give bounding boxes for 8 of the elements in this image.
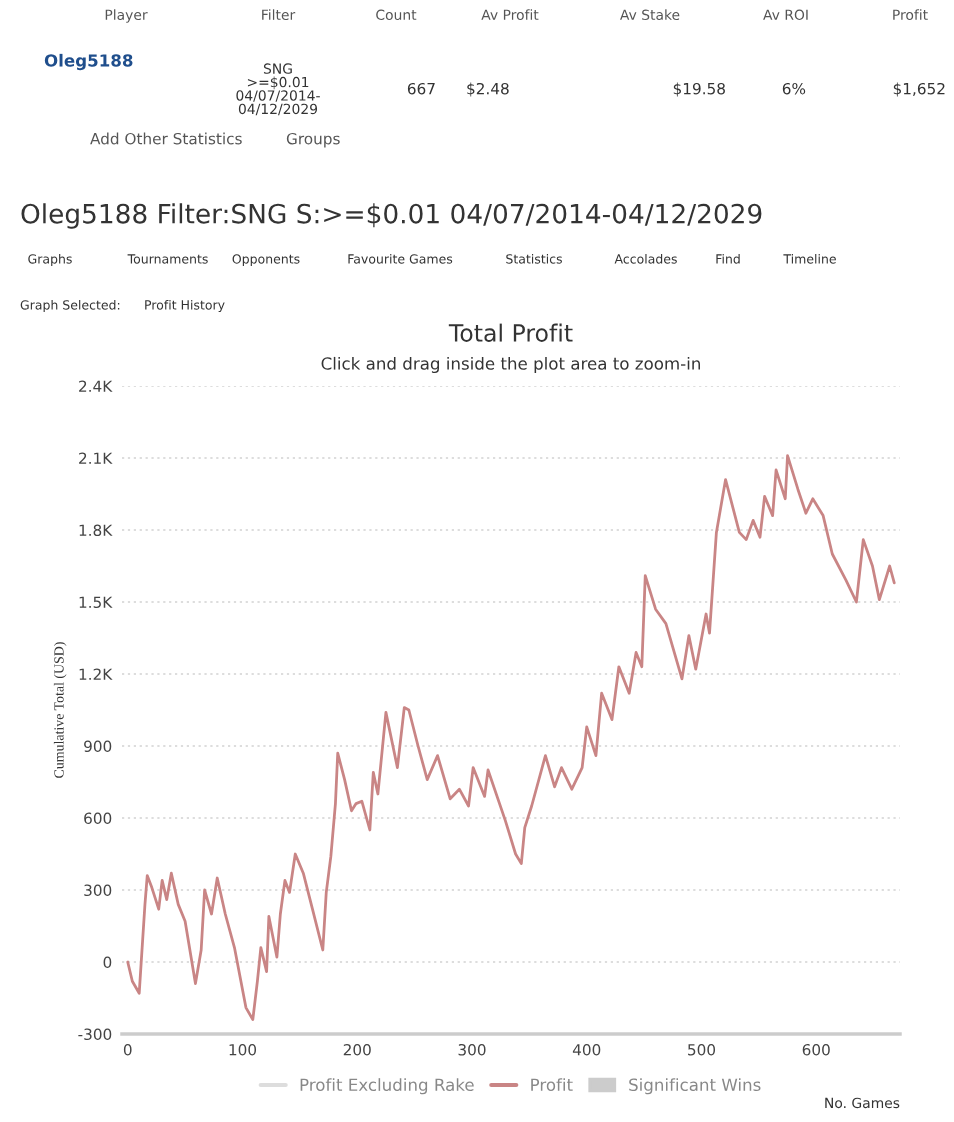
chart-title: Total Profit: [448, 323, 573, 342]
legend-label: Significant Wins: [629, 1078, 761, 1095]
chart-subtitle: Click and drag inside the plot area to zoom-in: [321, 356, 700, 374]
legend-label: Profit Excluding Rake: [300, 1078, 474, 1095]
line-series: [126, 454, 896, 1021]
text: Oleg5188 Filter:SNG S:>=$0.01 04/07/2014-04/12/2029: [21, 203, 762, 229]
text: Oleg5188: [44, 53, 133, 71]
legend-label: Profit: [531, 1078, 573, 1092]
